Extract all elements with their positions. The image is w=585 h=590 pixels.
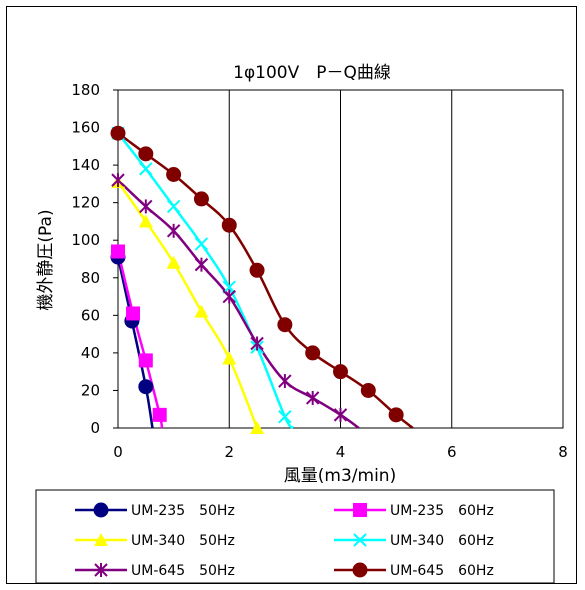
x-tick-label: 8 [558, 443, 568, 461]
legend-marker [93, 502, 109, 518]
data-point-4 [305, 390, 320, 405]
legend-marker [353, 503, 367, 517]
data-point-0 [138, 379, 154, 395]
y-tick-label: 140 [71, 156, 100, 174]
y-tick-label: 40 [81, 344, 100, 362]
legend-label: UM-235 50Hz [131, 503, 235, 519]
legend-label: UM-340 60Hz [390, 533, 494, 549]
y-tick-label: 20 [81, 381, 100, 399]
legend-label: UM-235 60Hz [390, 503, 494, 519]
data-point-3 [194, 237, 209, 251]
y-tick-label: 0 [90, 419, 100, 437]
data-point-5 [166, 167, 182, 182]
series-line-1 [116, 251, 164, 429]
data-point-4 [111, 173, 125, 188]
series-line-0 [116, 256, 154, 429]
x-tick-label: 2 [224, 443, 234, 461]
data-point-4 [194, 257, 209, 272]
data-point-5 [138, 146, 154, 162]
legend: UM-235 50Hz UM-235 60Hz UM-340 50Hz UM-340 … [35, 489, 555, 584]
legend-label: UM-645 60Hz [390, 563, 494, 579]
data-point-4 [278, 374, 292, 389]
legend-marker [352, 562, 368, 578]
legend-label: UM-645 50Hz [131, 563, 235, 579]
data-point-2 [222, 351, 237, 365]
legend-item: UM-340 50Hz [75, 533, 235, 549]
data-point-3 [139, 162, 153, 176]
legend-marker [94, 533, 108, 546]
legend-marker [94, 563, 108, 577]
legend-item: UM-340 60Hz [334, 533, 494, 549]
y-tick-label: 160 [71, 119, 100, 137]
x-tick-label: 6 [447, 443, 457, 461]
data-point-4 [333, 407, 348, 422]
data-point-4 [250, 336, 264, 351]
series-markers [110, 125, 404, 434]
y-tick-label: 80 [81, 269, 100, 287]
data-point-4 [166, 223, 181, 238]
legend-label: UM-340 50Hz [131, 533, 235, 549]
data-point-3 [278, 410, 292, 424]
data-point-3 [166, 199, 181, 214]
data-point-5 [333, 364, 348, 380]
data-point-2 [166, 255, 181, 269]
data-point-2 [194, 304, 209, 318]
y-tick-label: 120 [71, 194, 100, 212]
chart-frame [6, 6, 577, 584]
legend-item: UM-235 50Hz [75, 502, 235, 519]
data-point-4 [222, 289, 236, 304]
legend-box [35, 489, 555, 584]
series-line-2 [116, 181, 259, 429]
data-point-5 [305, 345, 321, 361]
y-tick-label: 100 [71, 231, 100, 249]
data-point-1 [152, 407, 167, 422]
x-tick-label: 0 [113, 443, 123, 461]
data-point-2 [138, 214, 153, 228]
y-tick-label: 180 [71, 81, 100, 99]
data-point-5 [193, 191, 209, 207]
legend-item: UM-645 60Hz [334, 562, 494, 579]
data-point-1 [111, 244, 125, 259]
data-point-2 [250, 421, 265, 434]
data-point-4 [139, 199, 153, 214]
y-tick-label: 60 [81, 306, 100, 324]
legend-marker [353, 533, 367, 547]
data-point-5 [221, 217, 237, 233]
x-tick-label: 4 [336, 443, 346, 461]
y-axis-label: 機外静圧(Pa) [36, 209, 56, 310]
data-point-1 [126, 306, 141, 321]
legend-item: UM-235 60Hz [334, 503, 494, 519]
chart-title: 1φ100V P－Q曲線 [233, 63, 391, 83]
series-line-4 [117, 179, 360, 430]
legend-item: UM-645 50Hz [75, 563, 235, 579]
data-point-5 [277, 317, 293, 333]
x-axis-label: 風量(m3/min) [284, 466, 396, 486]
data-point-5 [360, 382, 376, 398]
data-point-5 [249, 262, 265, 278]
data-point-1 [138, 353, 153, 368]
data-point-5 [110, 125, 126, 141]
data-point-5 [388, 407, 404, 423]
